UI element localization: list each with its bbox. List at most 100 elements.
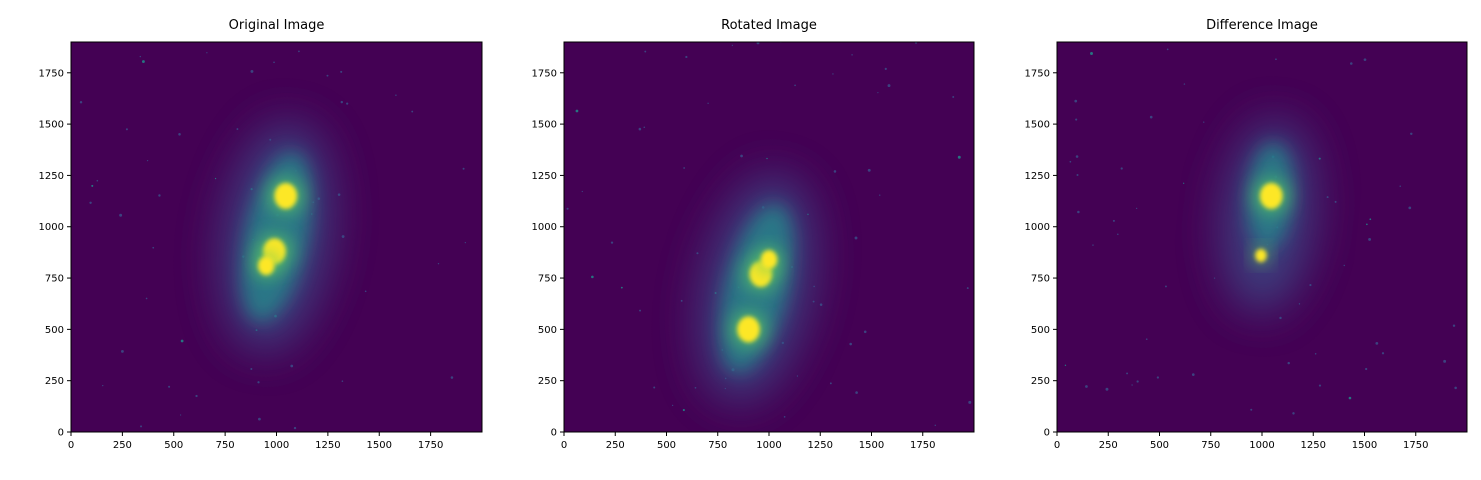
star-point-original xyxy=(462,167,465,170)
panel-title-rotated: Rotated Image xyxy=(721,18,817,33)
star-point-rotated xyxy=(934,424,937,427)
star-point-rotated xyxy=(610,241,614,244)
x-tick-label: 1500 xyxy=(1352,440,1377,451)
x-tick-label: 0 xyxy=(68,440,74,451)
x-tick-label: 250 xyxy=(1099,440,1118,451)
star-point-rotated xyxy=(879,194,881,196)
star-point-difference xyxy=(1117,233,1119,235)
y-tick-label: 1500 xyxy=(532,120,557,131)
star-point-original xyxy=(180,339,184,343)
star-point-original xyxy=(250,69,254,73)
star-point-original xyxy=(340,100,343,104)
star-point-rotated xyxy=(968,400,972,404)
x-tick-label: 500 xyxy=(164,440,183,451)
y-tick-label: 1750 xyxy=(39,68,64,79)
star-point-rotated xyxy=(832,73,834,75)
x-tick-label: 1500 xyxy=(367,440,392,451)
star-point-rotated xyxy=(783,415,786,418)
star-point-rotated xyxy=(867,168,871,172)
star-point-original xyxy=(437,263,440,265)
x-tick-label: 1750 xyxy=(910,440,935,451)
star-point-rotated xyxy=(643,126,646,129)
y-tick-label: 1000 xyxy=(1025,222,1050,233)
star-point-original xyxy=(236,128,239,131)
star-point-original xyxy=(340,70,343,73)
star-point-original xyxy=(139,55,141,58)
galaxy-core-original xyxy=(258,256,275,276)
star-point-difference xyxy=(1085,385,1088,388)
star-point-rotated xyxy=(581,190,583,193)
y-tick-label: 250 xyxy=(45,376,64,387)
star-point-rotated xyxy=(696,252,699,255)
star-point-original xyxy=(89,201,92,204)
star-point-difference xyxy=(1069,160,1072,163)
star-point-original xyxy=(79,100,83,104)
y-tick-label: 1500 xyxy=(1025,120,1050,131)
x-tick-label: 500 xyxy=(657,440,676,451)
x-tick-label: 1000 xyxy=(756,440,781,451)
star-point-original xyxy=(206,52,208,54)
star-point-difference xyxy=(1343,264,1345,267)
y-tick-label: 500 xyxy=(538,325,557,336)
star-point-difference xyxy=(1314,353,1317,355)
star-point-original xyxy=(464,242,466,244)
star-point-original xyxy=(168,385,171,388)
galaxy-core-difference xyxy=(1259,182,1283,209)
star-point-original xyxy=(298,50,300,53)
star-point-rotated xyxy=(966,287,969,290)
x-ticks-difference: 0 250 500 750 1000 1250 1500 1750 xyxy=(1054,432,1428,451)
galaxy-rotated xyxy=(566,42,972,427)
star-point-difference xyxy=(1105,387,1109,391)
y-ticks-original: 0 250 500 750 1000 1250 1500 1750 xyxy=(39,68,71,439)
star-point-original xyxy=(119,213,123,217)
star-point-difference xyxy=(1112,219,1115,222)
star-point-original xyxy=(346,102,349,105)
star-point-difference xyxy=(1443,359,1447,363)
star-point-difference xyxy=(1454,386,1457,390)
star-point-difference xyxy=(1203,121,1205,123)
y-tick-label: 750 xyxy=(538,274,557,285)
galaxy-original xyxy=(79,50,466,430)
galaxy-core-original xyxy=(274,182,298,209)
star-point-rotated xyxy=(566,207,569,210)
star-point-rotated xyxy=(887,84,891,88)
y-tick-label: 750 xyxy=(45,274,64,285)
star-point-original xyxy=(395,94,397,97)
star-point-rotated xyxy=(796,375,799,377)
x-tick-label: 0 xyxy=(1054,440,1060,451)
star-point-rotated xyxy=(685,55,688,59)
star-point-rotated xyxy=(855,391,858,394)
galaxy-difference xyxy=(1064,48,1457,415)
star-point-original xyxy=(195,394,198,398)
star-point-difference xyxy=(1183,83,1186,85)
star-point-difference xyxy=(1365,367,1368,371)
star-point-rotated xyxy=(683,167,685,169)
star-point-difference xyxy=(1279,316,1282,320)
star-point-rotated xyxy=(884,67,887,71)
image-area-rotated xyxy=(564,42,974,432)
y-tick-label: 1750 xyxy=(532,68,557,79)
star-point-difference xyxy=(1250,408,1253,411)
x-tick-label: 750 xyxy=(216,440,235,451)
star-point-original xyxy=(140,425,143,428)
y-tick-label: 500 xyxy=(45,325,64,336)
star-point-original xyxy=(96,179,99,182)
star-point-original xyxy=(146,159,149,162)
star-point-difference xyxy=(1136,380,1139,383)
panel-rotated: Rotated Image 0 250 500 750 1000 1250 1500 1750… xyxy=(532,18,975,451)
x-tick-label: 1500 xyxy=(859,440,884,451)
star-point-rotated xyxy=(591,275,594,279)
galaxy-core-difference xyxy=(1255,248,1267,263)
star-point-difference xyxy=(1131,384,1133,386)
y-tick-label: 1750 xyxy=(1025,68,1050,79)
star-point-rotated xyxy=(849,342,852,346)
star-point-difference xyxy=(1363,58,1367,62)
star-point-original xyxy=(102,384,104,387)
y-tick-label: 1500 xyxy=(39,120,64,131)
image-area-original xyxy=(71,42,482,432)
star-point-difference xyxy=(1309,283,1312,287)
x-tick-label: 1250 xyxy=(808,440,833,451)
x-tick-label: 1750 xyxy=(1403,440,1428,451)
star-point-original xyxy=(258,417,261,421)
star-point-rotated xyxy=(829,382,832,385)
